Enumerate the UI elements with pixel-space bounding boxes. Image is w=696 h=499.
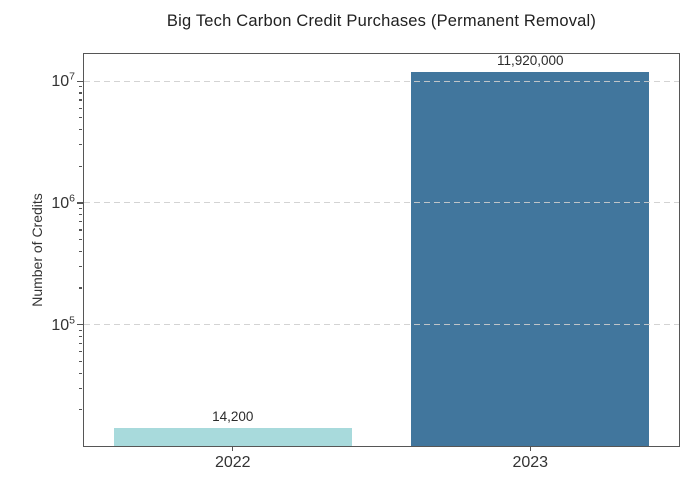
y-minor-tick bbox=[78, 387, 82, 389]
y-major-tick bbox=[77, 202, 83, 204]
y-minor-tick bbox=[78, 128, 82, 131]
chart-title: Big Tech Carbon Credit Purchases (Perman… bbox=[166, 12, 597, 30]
y-minor-tick bbox=[78, 238, 82, 241]
x-tick bbox=[529, 446, 531, 451]
y-minor-tick bbox=[78, 372, 82, 374]
y-major-tick bbox=[77, 80, 83, 82]
x-tick-label-2023: 2023 bbox=[512, 454, 549, 471]
y-minor-tick bbox=[78, 250, 82, 252]
gridline bbox=[84, 324, 679, 326]
gridline bbox=[84, 202, 679, 204]
y-minor-tick bbox=[78, 165, 82, 167]
y-minor-tick bbox=[78, 342, 82, 345]
bar-2023 bbox=[411, 71, 650, 446]
y-tick-label: 105 bbox=[51, 314, 75, 334]
y-minor-tick bbox=[78, 92, 82, 94]
y-minor-tick bbox=[78, 409, 82, 411]
y-minor-tick bbox=[78, 117, 82, 119]
y-minor-tick bbox=[78, 107, 82, 109]
y-minor-tick bbox=[78, 144, 82, 146]
bar-value-label: 14,200 bbox=[212, 408, 254, 424]
plot-area: 14,200 2022 11,920,000 2023 105 106 107 bbox=[51, 52, 680, 471]
bar-value-label: 11,920,000 bbox=[496, 52, 564, 68]
x-tick bbox=[232, 446, 234, 451]
y-minor-tick bbox=[78, 221, 82, 223]
gridline bbox=[84, 80, 679, 82]
x-tick-label-2022: 2022 bbox=[214, 454, 251, 471]
y-minor-tick bbox=[78, 360, 82, 362]
y-axis-label: Number of Credits bbox=[29, 193, 45, 307]
y-minor-tick bbox=[78, 266, 82, 268]
y-major-tick bbox=[77, 324, 83, 326]
y-minor-tick bbox=[78, 351, 82, 353]
bar-2022 bbox=[113, 427, 352, 446]
y-minor-tick bbox=[78, 287, 82, 289]
y-minor-tick bbox=[78, 86, 82, 88]
y-minor-tick bbox=[78, 207, 82, 210]
y-tick-label: 106 bbox=[51, 192, 75, 212]
y-minor-tick bbox=[78, 214, 82, 216]
y-minor-tick bbox=[78, 329, 82, 331]
y-minor-tick bbox=[78, 99, 82, 101]
y-minor-tick bbox=[78, 335, 82, 338]
y-tick-label: 107 bbox=[51, 70, 75, 90]
y-minor-tick bbox=[78, 229, 82, 231]
